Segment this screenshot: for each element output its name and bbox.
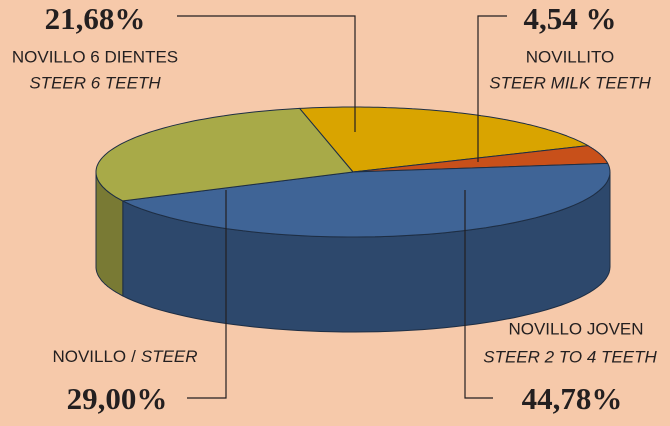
category-text-en: STEER bbox=[141, 347, 198, 366]
category-label: NOVILLO / STEER bbox=[52, 347, 197, 366]
value-label: 44,78% bbox=[522, 381, 623, 416]
separator: / bbox=[131, 347, 136, 366]
category-label: NOVILLO 6 DIENTES bbox=[12, 47, 178, 66]
category-text: NOVILLO bbox=[52, 347, 126, 366]
slice bbox=[122, 162, 611, 238]
category-label: NOVILLITO bbox=[526, 47, 615, 66]
category-label: NOVILLO JOVEN bbox=[508, 319, 643, 338]
category-label-en: STEER 2 TO 4 TEETH bbox=[483, 347, 657, 366]
slice bbox=[95, 107, 354, 202]
pie-sides bbox=[95, 171, 611, 333]
category-label-en: STEER MILK TEETH bbox=[489, 73, 651, 92]
leader-line bbox=[464, 190, 493, 399]
leader-line bbox=[177, 15, 356, 132]
value-label: 29,00% bbox=[67, 381, 168, 416]
category-label-en: STEER 6 TEETH bbox=[29, 73, 161, 92]
pie bbox=[95, 106, 611, 333]
value-label: 21,68% bbox=[45, 1, 146, 36]
value-label: 4,54 % bbox=[524, 1, 617, 36]
pie-tops bbox=[95, 106, 611, 238]
leader-line bbox=[477, 15, 507, 162]
leader-line bbox=[187, 190, 227, 399]
